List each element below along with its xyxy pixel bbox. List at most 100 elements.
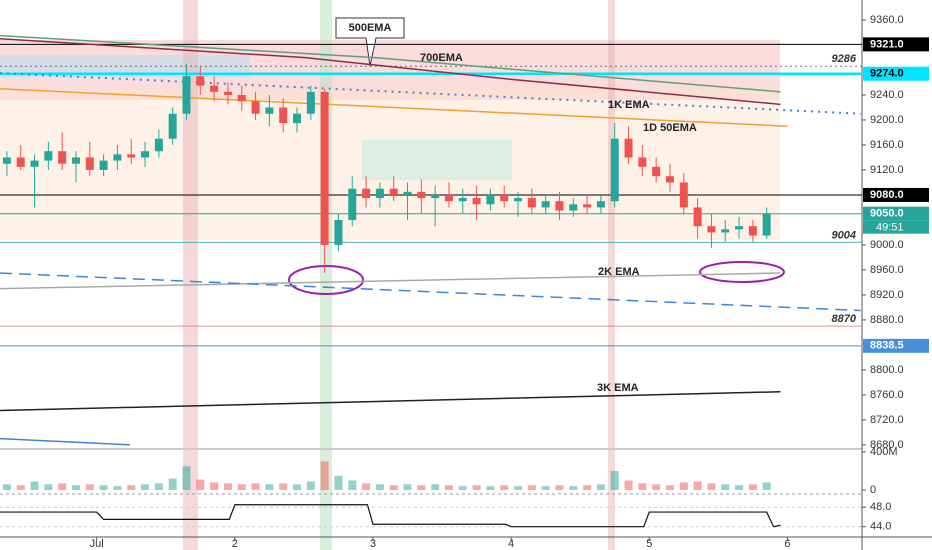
y-tick-label: 8680.0 (870, 439, 904, 451)
y-tick-label: 8880.0 (870, 314, 904, 326)
price-box-label: 8838.5 (870, 340, 904, 352)
x-tick-label: 4 (508, 538, 514, 550)
price-box-label: 9050.0 (870, 208, 904, 220)
volume-bar (306, 481, 315, 490)
osc-tick-label: 48.0 (870, 501, 891, 513)
candle-body (541, 201, 550, 208)
price-tag: 9004 (832, 229, 856, 241)
volume-bar (265, 484, 274, 490)
candle-body (85, 157, 94, 170)
x-tick-label: 5 (646, 538, 652, 550)
volume-bar (583, 485, 592, 490)
volume-bar (196, 479, 205, 490)
volume-bar (154, 483, 163, 490)
candle-body (196, 76, 205, 86)
trend-line (0, 272, 861, 312)
candle-body (417, 191, 426, 199)
candle-body (721, 229, 730, 233)
callout (335, 17, 405, 67)
candle-body (141, 151, 150, 158)
candle-body (389, 188, 398, 195)
volume-bar (541, 486, 550, 490)
x-tick-label: 2 (232, 538, 238, 550)
candle-body (762, 213, 771, 236)
candle-body (444, 194, 453, 202)
osc-tick-label: 44.0 (870, 521, 891, 533)
countdown: 49:51 (876, 222, 904, 234)
candle-body (16, 157, 25, 167)
volume-bar (431, 484, 440, 490)
candle-body (362, 188, 371, 199)
osc-line (0, 504, 781, 528)
candle-body (527, 198, 536, 208)
candle-body (555, 201, 564, 211)
volume-bar (182, 466, 191, 490)
volume-bar (624, 480, 633, 490)
y-tick-label: 9200.0 (870, 114, 904, 126)
candle-body (638, 157, 647, 167)
x-tick-label: 6 (784, 538, 790, 550)
volume-bar (486, 486, 495, 490)
volume-bar (71, 485, 80, 490)
volume-bar (735, 485, 744, 490)
candle-body (748, 226, 757, 236)
volume-bar (458, 486, 467, 490)
trend-line (0, 437, 130, 446)
price-tag: 9286 (832, 53, 857, 65)
volume-bar (127, 485, 136, 490)
x-tick-label: Jul (90, 538, 104, 550)
candle-body (293, 113, 302, 124)
ema-line (0, 37, 781, 106)
volume-bar (279, 483, 288, 490)
ema-label: 700EMA (420, 52, 463, 64)
candle-body (334, 219, 343, 245)
volume-bar (320, 461, 329, 490)
ema-line (0, 391, 781, 412)
volume-bar (707, 483, 716, 490)
candle-body (707, 226, 716, 233)
y-tick-label: 9160.0 (870, 139, 904, 151)
candle-body (500, 194, 509, 202)
ema-label: 1D 50EMA (643, 122, 697, 134)
x-tick-label: 3 (370, 538, 376, 550)
y-tick-label: 9120.0 (870, 164, 904, 176)
candle-body (431, 194, 440, 199)
candle-body (375, 188, 384, 199)
volume-tick-label: 400M (870, 446, 898, 458)
price-box (863, 37, 929, 52)
volume-bar (403, 484, 412, 490)
candle-body (223, 91, 232, 95)
candle-body (99, 160, 108, 170)
candle-body (472, 198, 481, 205)
y-tick-label: 8800.0 (870, 364, 904, 376)
volume-bar (652, 484, 661, 490)
volume-bar (610, 470, 619, 490)
ema-label: 2K EMA (598, 266, 640, 278)
candle-body (596, 201, 605, 208)
circle-annotation (699, 261, 785, 283)
candle-body (514, 198, 523, 202)
volume-bar (30, 481, 39, 490)
y-tick-label: 9000.0 (870, 239, 904, 251)
candle-body (610, 138, 619, 202)
volume-bar (16, 485, 25, 490)
candle-body (652, 166, 661, 177)
price-box-label: 9274.0 (870, 68, 904, 80)
candle-body (210, 85, 219, 92)
volume-bar (113, 486, 122, 490)
volume-bar (762, 482, 771, 490)
candle-body (569, 204, 578, 211)
candle-body (2, 157, 11, 164)
circle-annotation (288, 265, 364, 295)
y-tick-label: 8720.0 (870, 414, 904, 426)
candle-body (237, 94, 246, 102)
candle-body (127, 154, 136, 158)
price-box-label: 9080.0 (870, 189, 904, 201)
countdown-box (863, 220, 929, 234)
y-tick-label: 9240.0 (870, 89, 904, 101)
y-tick-label: 9360.0 (870, 14, 904, 26)
volume-bar (334, 475, 343, 490)
volume-bar (665, 485, 674, 490)
y-tick-label: 8760.0 (870, 389, 904, 401)
